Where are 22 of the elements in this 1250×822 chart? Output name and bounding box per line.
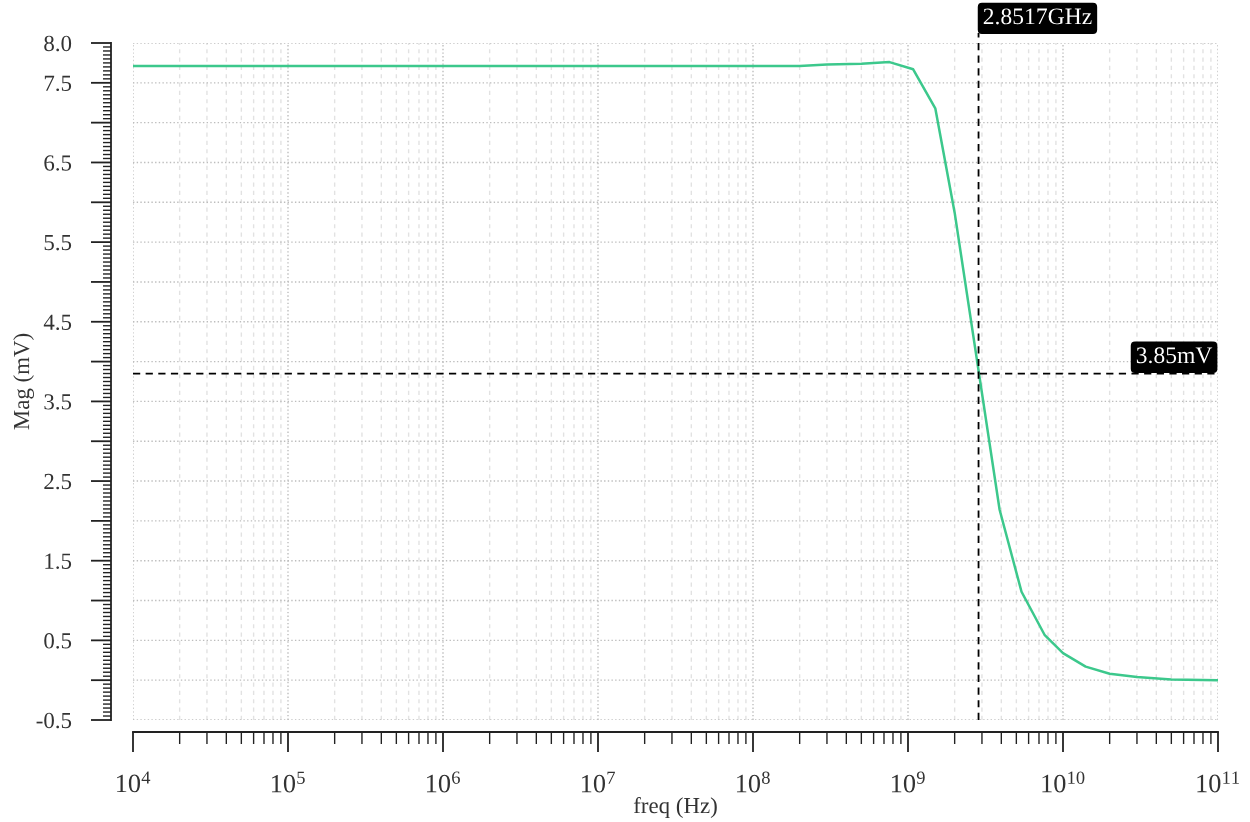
x-tick-label: 10$^{9}$ <box>891 771 925 793</box>
ref-line-label: 2.8517GHz <box>983 8 1092 25</box>
y-tick-label: 7.5 <box>44 75 72 92</box>
y-tick-label: 8.0 <box>44 35 72 52</box>
x-tick-label: 10$^{6}$ <box>426 771 460 793</box>
x-tick-label: 10$^{11}$ <box>1197 771 1240 793</box>
x-tick-label: 10$^{5}$ <box>271 771 305 793</box>
y-tick-label: 0.5 <box>44 633 72 649</box>
x-axis-title: freq (Hz) <box>633 796 717 818</box>
y-tick-label: 4.5 <box>43 314 72 331</box>
y-tick-label: -0.5 <box>36 712 72 729</box>
ref-line-label: 3.85mV <box>1136 347 1213 364</box>
y-tick-label: 1.5 <box>45 553 72 569</box>
x-tick-label: 10$^{8}$ <box>736 771 770 793</box>
x-tick-label: 10$^{4}$ <box>116 771 151 793</box>
y-tick-label: 2.5 <box>44 473 72 490</box>
y-tick-label: 6.5 <box>44 155 72 171</box>
x-tick-label: 10$^{10}$ <box>1042 771 1085 793</box>
y-tick-label: 5.5 <box>44 235 72 251</box>
x-tick-label: 10$^{7}$ <box>581 771 615 793</box>
y-axis-title: Mag (mV) <box>13 333 34 430</box>
y-tick-label: 3.5 <box>44 394 72 410</box>
